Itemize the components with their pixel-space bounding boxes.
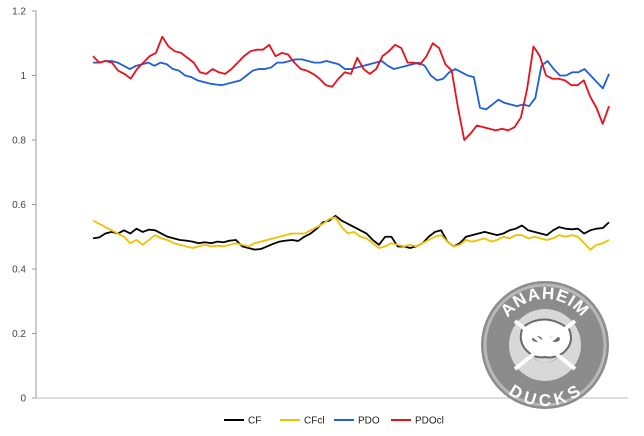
- legend-label-cf: CF: [248, 416, 261, 427]
- legend-label-pdo: PDO: [358, 416, 380, 427]
- y-tick-label: 1.2: [12, 7, 26, 18]
- plot-area: 0 0.2 0.4 0.6 0.8 1 1.2: [12, 7, 628, 405]
- series-line-cf: [92, 214, 610, 251]
- series-line-pdocl: [92, 35, 610, 141]
- series-line-cfcl: [92, 216, 610, 251]
- duck-mask-icon: [513, 318, 577, 371]
- legend-label-pdocl: PDOcl: [415, 416, 444, 427]
- y-tick-label: 0.4: [12, 265, 26, 276]
- series-lines: [92, 35, 610, 251]
- y-tick-label: 0: [20, 394, 26, 405]
- legend: CF CFcl PDO PDOcl: [224, 416, 444, 427]
- y-tick-label: 0.6: [12, 200, 26, 211]
- y-axis-ticks: 0 0.2 0.4 0.6 0.8 1 1.2: [12, 7, 36, 405]
- series-line-pdo: [93, 58, 610, 111]
- logo-inner-ring: [483, 283, 607, 407]
- legend-label-cfcl: CFcl: [304, 416, 325, 427]
- y-tick-label: 0.8: [12, 136, 26, 147]
- y-tick-label: 1: [20, 71, 26, 82]
- y-tick-label: 0.2: [12, 329, 26, 340]
- anaheim-ducks-logo: ANAHEIM DUCKS: [481, 281, 609, 410]
